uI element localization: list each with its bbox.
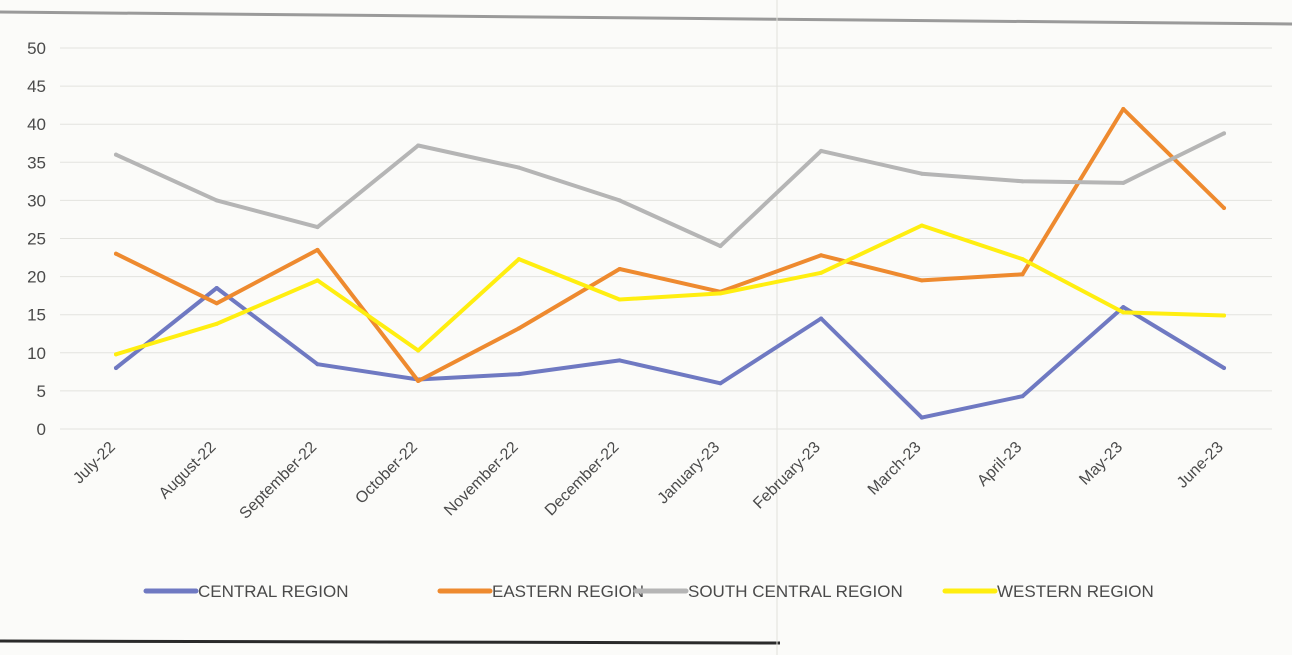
y-tick-label: 45 [27, 77, 46, 96]
data-point-south-central-region [315, 225, 320, 230]
y-tick-label: 20 [27, 268, 46, 287]
data-point-central-region [1121, 305, 1126, 310]
data-point-eastern-region [1020, 272, 1025, 277]
legend: CENTRAL REGION EASTERN REGION SOUTH CENTRA… [143, 582, 1154, 601]
data-point-western-region [416, 348, 421, 353]
data-point-south-central-region [214, 198, 219, 203]
data-point-south-central-region [919, 171, 924, 176]
data-point-western-region [617, 297, 622, 302]
y-tick-label: 30 [27, 191, 46, 210]
data-point-western-region [315, 278, 320, 283]
y-tick-label: 40 [27, 115, 46, 134]
data-point-south-central-region [1222, 131, 1226, 136]
data-point-western-region [114, 352, 118, 357]
series-lines [114, 106, 1226, 420]
y-tick-label: 15 [27, 306, 46, 325]
data-point-western-region [1121, 310, 1126, 315]
data-point-eastern-region [919, 278, 924, 283]
data-point-western-region [1020, 257, 1025, 262]
data-point-western-region [819, 270, 824, 275]
data-point-central-region [819, 316, 824, 321]
data-point-eastern-region [1121, 106, 1126, 111]
data-point-eastern-region [617, 266, 622, 271]
y-tick-label: 0 [37, 420, 46, 439]
data-point-central-region [1020, 394, 1025, 399]
series-line-central-region [114, 286, 1226, 420]
data-point-central-region [516, 372, 521, 377]
legend-label-eastern-region: EASTERN REGION [492, 582, 644, 601]
data-point-central-region [214, 286, 219, 291]
legend-label-south-central-region: SOUTH CENTRAL REGION [688, 582, 903, 601]
data-point-south-central-region [516, 165, 521, 170]
y-tick-label: 25 [27, 230, 46, 249]
data-point-western-region [919, 223, 924, 228]
data-point-western-region [516, 257, 521, 262]
data-point-central-region [315, 362, 320, 367]
data-point-eastern-region [315, 247, 320, 252]
series-line-eastern-region [114, 107, 1226, 383]
data-point-central-region [1222, 366, 1226, 371]
legend-label-western-region: WESTERN REGION [997, 582, 1154, 601]
data-point-south-central-region [416, 143, 421, 148]
data-point-south-central-region [1121, 180, 1126, 185]
data-point-central-region [718, 381, 723, 386]
data-point-eastern-region [114, 251, 118, 256]
data-point-south-central-region [617, 198, 622, 203]
data-point-western-region [1222, 313, 1226, 318]
grid-lines [60, 47, 1272, 430]
data-point-central-region [114, 366, 118, 371]
data-point-eastern-region [516, 326, 521, 331]
data-point-western-region [718, 291, 723, 296]
y-tick-label: 50 [27, 39, 46, 58]
data-point-eastern-region [416, 378, 421, 383]
data-point-south-central-region [1020, 179, 1025, 184]
data-point-eastern-region [214, 301, 219, 306]
data-point-south-central-region [819, 148, 824, 153]
series-line-south-central-region [114, 131, 1226, 249]
y-tick-label: 35 [27, 153, 46, 172]
y-tick-label: 10 [27, 344, 46, 363]
data-point-central-region [617, 358, 622, 363]
legend-label-central-region: CENTRAL REGION [198, 582, 349, 601]
data-point-south-central-region [718, 244, 723, 249]
data-point-western-region [214, 321, 219, 326]
data-point-eastern-region [1222, 206, 1226, 211]
series-line-western-region [114, 223, 1226, 357]
top-border [0, 10, 1292, 26]
y-tick-label: 5 [37, 382, 46, 401]
data-point-south-central-region [114, 152, 118, 157]
bottom-border [0, 639, 781, 645]
data-point-eastern-region [819, 253, 824, 258]
data-point-central-region [919, 415, 924, 420]
y-axis-ticks: 0 5 10 15 20 25 30 35 40 45 50 [27, 39, 46, 439]
